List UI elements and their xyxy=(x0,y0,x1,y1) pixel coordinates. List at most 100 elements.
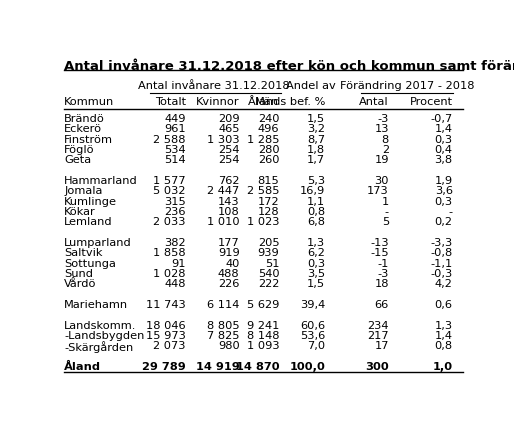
Text: 1,3: 1,3 xyxy=(307,238,325,248)
Text: -13: -13 xyxy=(370,238,389,248)
Text: 234: 234 xyxy=(368,320,389,331)
Text: 300: 300 xyxy=(365,362,389,372)
Text: Landskomm.: Landskomm. xyxy=(64,320,137,331)
Text: Jomala: Jomala xyxy=(64,186,103,196)
Text: Föglö: Föglö xyxy=(64,145,95,155)
Text: 1,4: 1,4 xyxy=(435,124,453,134)
Text: 919: 919 xyxy=(218,248,240,258)
Text: 1 093: 1 093 xyxy=(247,341,280,351)
Text: Sund: Sund xyxy=(64,269,93,279)
Text: 449: 449 xyxy=(164,114,186,124)
Text: 18: 18 xyxy=(374,279,389,289)
Text: 9 241: 9 241 xyxy=(247,320,280,331)
Text: Förändring 2017 - 2018: Förändring 2017 - 2018 xyxy=(340,81,474,91)
Text: 7,0: 7,0 xyxy=(307,341,325,351)
Text: 172: 172 xyxy=(258,196,280,207)
Text: 315: 315 xyxy=(164,196,186,207)
Text: 980: 980 xyxy=(218,341,240,351)
Text: 2: 2 xyxy=(382,145,389,155)
Text: 5,3: 5,3 xyxy=(307,176,325,186)
Text: 2 447: 2 447 xyxy=(207,186,240,196)
Text: 1,1: 1,1 xyxy=(307,196,325,207)
Text: 254: 254 xyxy=(218,145,240,155)
Text: 0,3: 0,3 xyxy=(434,135,453,144)
Text: 5: 5 xyxy=(382,217,389,227)
Text: -0,8: -0,8 xyxy=(430,248,453,258)
Text: Antal invånare 31.12.2018 efter kön och kommun samt förändring från 31.12.2017: Antal invånare 31.12.2018 efter kön och … xyxy=(64,58,514,73)
Text: 51: 51 xyxy=(265,258,280,269)
Text: Finström: Finström xyxy=(64,135,113,144)
Text: 1,5: 1,5 xyxy=(307,279,325,289)
Text: 29 789: 29 789 xyxy=(142,362,186,372)
Text: Ålands bef. %: Ålands bef. % xyxy=(248,97,325,107)
Text: 5 032: 5 032 xyxy=(153,186,186,196)
Text: 222: 222 xyxy=(258,279,280,289)
Text: 1,9: 1,9 xyxy=(434,176,453,186)
Text: 1 858: 1 858 xyxy=(153,248,186,258)
Text: Kökar: Kökar xyxy=(64,207,96,217)
Text: 3,2: 3,2 xyxy=(307,124,325,134)
Text: Antal: Antal xyxy=(359,97,389,107)
Text: 7 825: 7 825 xyxy=(207,331,240,341)
Text: 217: 217 xyxy=(368,331,389,341)
Text: 448: 448 xyxy=(164,279,186,289)
Text: 496: 496 xyxy=(258,124,280,134)
Text: 280: 280 xyxy=(258,145,280,155)
Text: -3: -3 xyxy=(377,114,389,124)
Text: 6,2: 6,2 xyxy=(307,248,325,258)
Text: Hammarland: Hammarland xyxy=(64,176,138,186)
Text: 534: 534 xyxy=(164,145,186,155)
Text: 1,5: 1,5 xyxy=(307,114,325,124)
Text: 5 629: 5 629 xyxy=(247,300,280,310)
Text: 4,2: 4,2 xyxy=(435,279,453,289)
Text: 1,4: 1,4 xyxy=(435,331,453,341)
Text: Kommun: Kommun xyxy=(64,97,115,107)
Text: Procent: Procent xyxy=(410,97,453,107)
Text: 236: 236 xyxy=(164,207,186,217)
Text: Brändö: Brändö xyxy=(64,114,105,124)
Text: 30: 30 xyxy=(374,176,389,186)
Text: 14 870: 14 870 xyxy=(236,362,280,372)
Text: Mariehamn: Mariehamn xyxy=(64,300,128,310)
Text: 514: 514 xyxy=(164,155,186,165)
Text: 13: 13 xyxy=(374,124,389,134)
Text: 2 033: 2 033 xyxy=(153,217,186,227)
Text: Kvinnor: Kvinnor xyxy=(196,97,240,107)
Text: 240: 240 xyxy=(258,114,280,124)
Text: 1 023: 1 023 xyxy=(247,217,280,227)
Text: 0,6: 0,6 xyxy=(435,300,453,310)
Text: 961: 961 xyxy=(164,124,186,134)
Text: 3,5: 3,5 xyxy=(307,269,325,279)
Text: 15 973: 15 973 xyxy=(146,331,186,341)
Text: Lumparland: Lumparland xyxy=(64,238,132,248)
Text: 1 285: 1 285 xyxy=(247,135,280,144)
Text: 0,8: 0,8 xyxy=(307,207,325,217)
Text: Geta: Geta xyxy=(64,155,91,165)
Text: 254: 254 xyxy=(218,155,240,165)
Text: 2 588: 2 588 xyxy=(153,135,186,144)
Text: -3,3: -3,3 xyxy=(430,238,453,248)
Text: 14 919: 14 919 xyxy=(196,362,240,372)
Text: 0,3: 0,3 xyxy=(307,258,325,269)
Text: 100,0: 100,0 xyxy=(289,362,325,372)
Text: 488: 488 xyxy=(218,269,240,279)
Text: 173: 173 xyxy=(367,186,389,196)
Text: -3: -3 xyxy=(377,269,389,279)
Text: 8,7: 8,7 xyxy=(307,135,325,144)
Text: -1,1: -1,1 xyxy=(430,258,453,269)
Text: 18 046: 18 046 xyxy=(146,320,186,331)
Text: Vårdö: Vårdö xyxy=(64,279,97,289)
Text: 53,6: 53,6 xyxy=(300,331,325,341)
Text: 8 805: 8 805 xyxy=(207,320,240,331)
Text: 8 148: 8 148 xyxy=(247,331,280,341)
Text: -15: -15 xyxy=(370,248,389,258)
Text: 177: 177 xyxy=(218,238,240,248)
Text: 939: 939 xyxy=(258,248,280,258)
Text: -: - xyxy=(385,207,389,217)
Text: 108: 108 xyxy=(218,207,240,217)
Text: 0,4: 0,4 xyxy=(435,145,453,155)
Text: Saltvik: Saltvik xyxy=(64,248,103,258)
Text: 6,8: 6,8 xyxy=(307,217,325,227)
Text: 128: 128 xyxy=(258,207,280,217)
Text: Kumlinge: Kumlinge xyxy=(64,196,117,207)
